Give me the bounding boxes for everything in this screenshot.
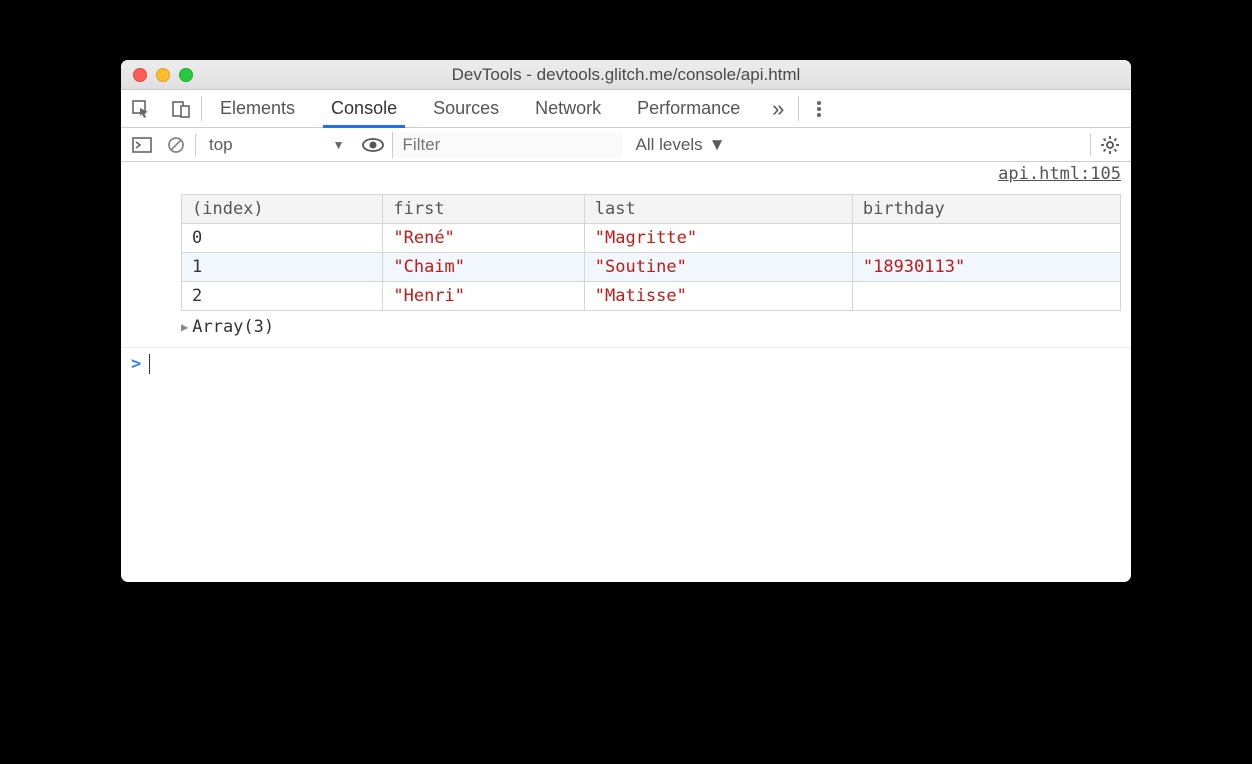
col-index[interactable]: (index) xyxy=(182,195,383,224)
context-label: top xyxy=(209,135,233,155)
console-log-entry: (index) first last birthday 0 "René" "Ma… xyxy=(121,188,1131,348)
source-link[interactable]: api.html:105 xyxy=(998,164,1121,184)
minimize-window-button[interactable] xyxy=(156,68,170,82)
table-row: 0 "René" "Magritte" xyxy=(182,224,1121,253)
tab-network[interactable]: Network xyxy=(517,90,619,127)
chevron-down-icon: ▼ xyxy=(709,135,726,155)
tab-label: Elements xyxy=(220,98,295,119)
close-window-button[interactable] xyxy=(133,68,147,82)
source-link-row: api.html:105 xyxy=(121,162,1131,188)
titlebar: DevTools - devtools.glitch.me/console/ap… xyxy=(121,60,1131,90)
customize-devtools-button[interactable] xyxy=(799,90,839,127)
window-title: DevTools - devtools.glitch.me/console/ap… xyxy=(121,65,1131,85)
clear-console-button[interactable] xyxy=(161,136,191,154)
devtools-window: DevTools - devtools.glitch.me/console/ap… xyxy=(121,60,1131,582)
filter-input[interactable] xyxy=(392,132,622,158)
log-levels-selector[interactable]: All levels ▼ xyxy=(626,135,736,155)
expand-triangle-icon: ▶ xyxy=(181,320,188,334)
cell-index: 0 xyxy=(182,224,383,253)
separator xyxy=(195,134,196,156)
chevron-double-right-icon: » xyxy=(772,96,784,122)
cell-last: "Soutine" xyxy=(584,253,852,282)
text-cursor xyxy=(149,354,150,374)
tab-label: Network xyxy=(535,98,601,119)
tab-sources[interactable]: Sources xyxy=(415,90,517,127)
toggle-device-toolbar-button[interactable] xyxy=(161,90,201,127)
execution-context-selector[interactable]: top ▼ xyxy=(200,132,354,158)
more-tabs-button[interactable]: » xyxy=(758,90,798,127)
cell-birthday: "18930113" xyxy=(852,253,1120,282)
separator xyxy=(1090,134,1091,156)
console-settings-button[interactable] xyxy=(1095,135,1125,155)
tab-console[interactable]: Console xyxy=(313,90,415,127)
cell-first: "Chaim" xyxy=(383,253,584,282)
levels-label: All levels xyxy=(636,135,703,155)
cell-last: "Matisse" xyxy=(584,282,852,311)
object-summary[interactable]: ▶ Array(3) xyxy=(181,317,1121,337)
object-summary-label: Array(3) xyxy=(192,317,274,337)
col-first[interactable]: first xyxy=(383,195,584,224)
tab-label: Performance xyxy=(637,98,740,119)
prompt-caret-icon: > xyxy=(131,354,141,374)
cell-last: "Magritte" xyxy=(584,224,852,253)
col-birthday[interactable]: birthday xyxy=(852,195,1120,224)
tab-label: Console xyxy=(331,98,397,119)
cell-first: "Henri" xyxy=(383,282,584,311)
tab-performance[interactable]: Performance xyxy=(619,90,758,127)
console-toolbar: top ▼ All levels ▼ xyxy=(121,128,1131,162)
chevron-down-icon: ▼ xyxy=(333,138,345,152)
cell-birthday xyxy=(852,224,1120,253)
toggle-console-sidebar-button[interactable] xyxy=(127,137,157,153)
live-expression-button[interactable] xyxy=(358,138,388,152)
cell-index: 2 xyxy=(182,282,383,311)
tab-elements[interactable]: Elements xyxy=(202,90,313,127)
cell-first: "René" xyxy=(383,224,584,253)
traffic-lights xyxy=(121,68,193,82)
zoom-window-button[interactable] xyxy=(179,68,193,82)
table-row: 2 "Henri" "Matisse" xyxy=(182,282,1121,311)
console-prompt[interactable]: > xyxy=(121,348,1131,380)
console-content: api.html:105 (index) first last birthday… xyxy=(121,162,1131,582)
console-table: (index) first last birthday 0 "René" "Ma… xyxy=(181,194,1121,311)
col-last[interactable]: last xyxy=(584,195,852,224)
cell-index: 1 xyxy=(182,253,383,282)
panel-tabstrip: Elements Console Sources Network Perform… xyxy=(121,90,1131,128)
table-header-row: (index) first last birthday xyxy=(182,195,1121,224)
cell-birthday xyxy=(852,282,1120,311)
tab-label: Sources xyxy=(433,98,499,119)
table-row: 1 "Chaim" "Soutine" "18930113" xyxy=(182,253,1121,282)
inspect-element-button[interactable] xyxy=(121,90,161,127)
